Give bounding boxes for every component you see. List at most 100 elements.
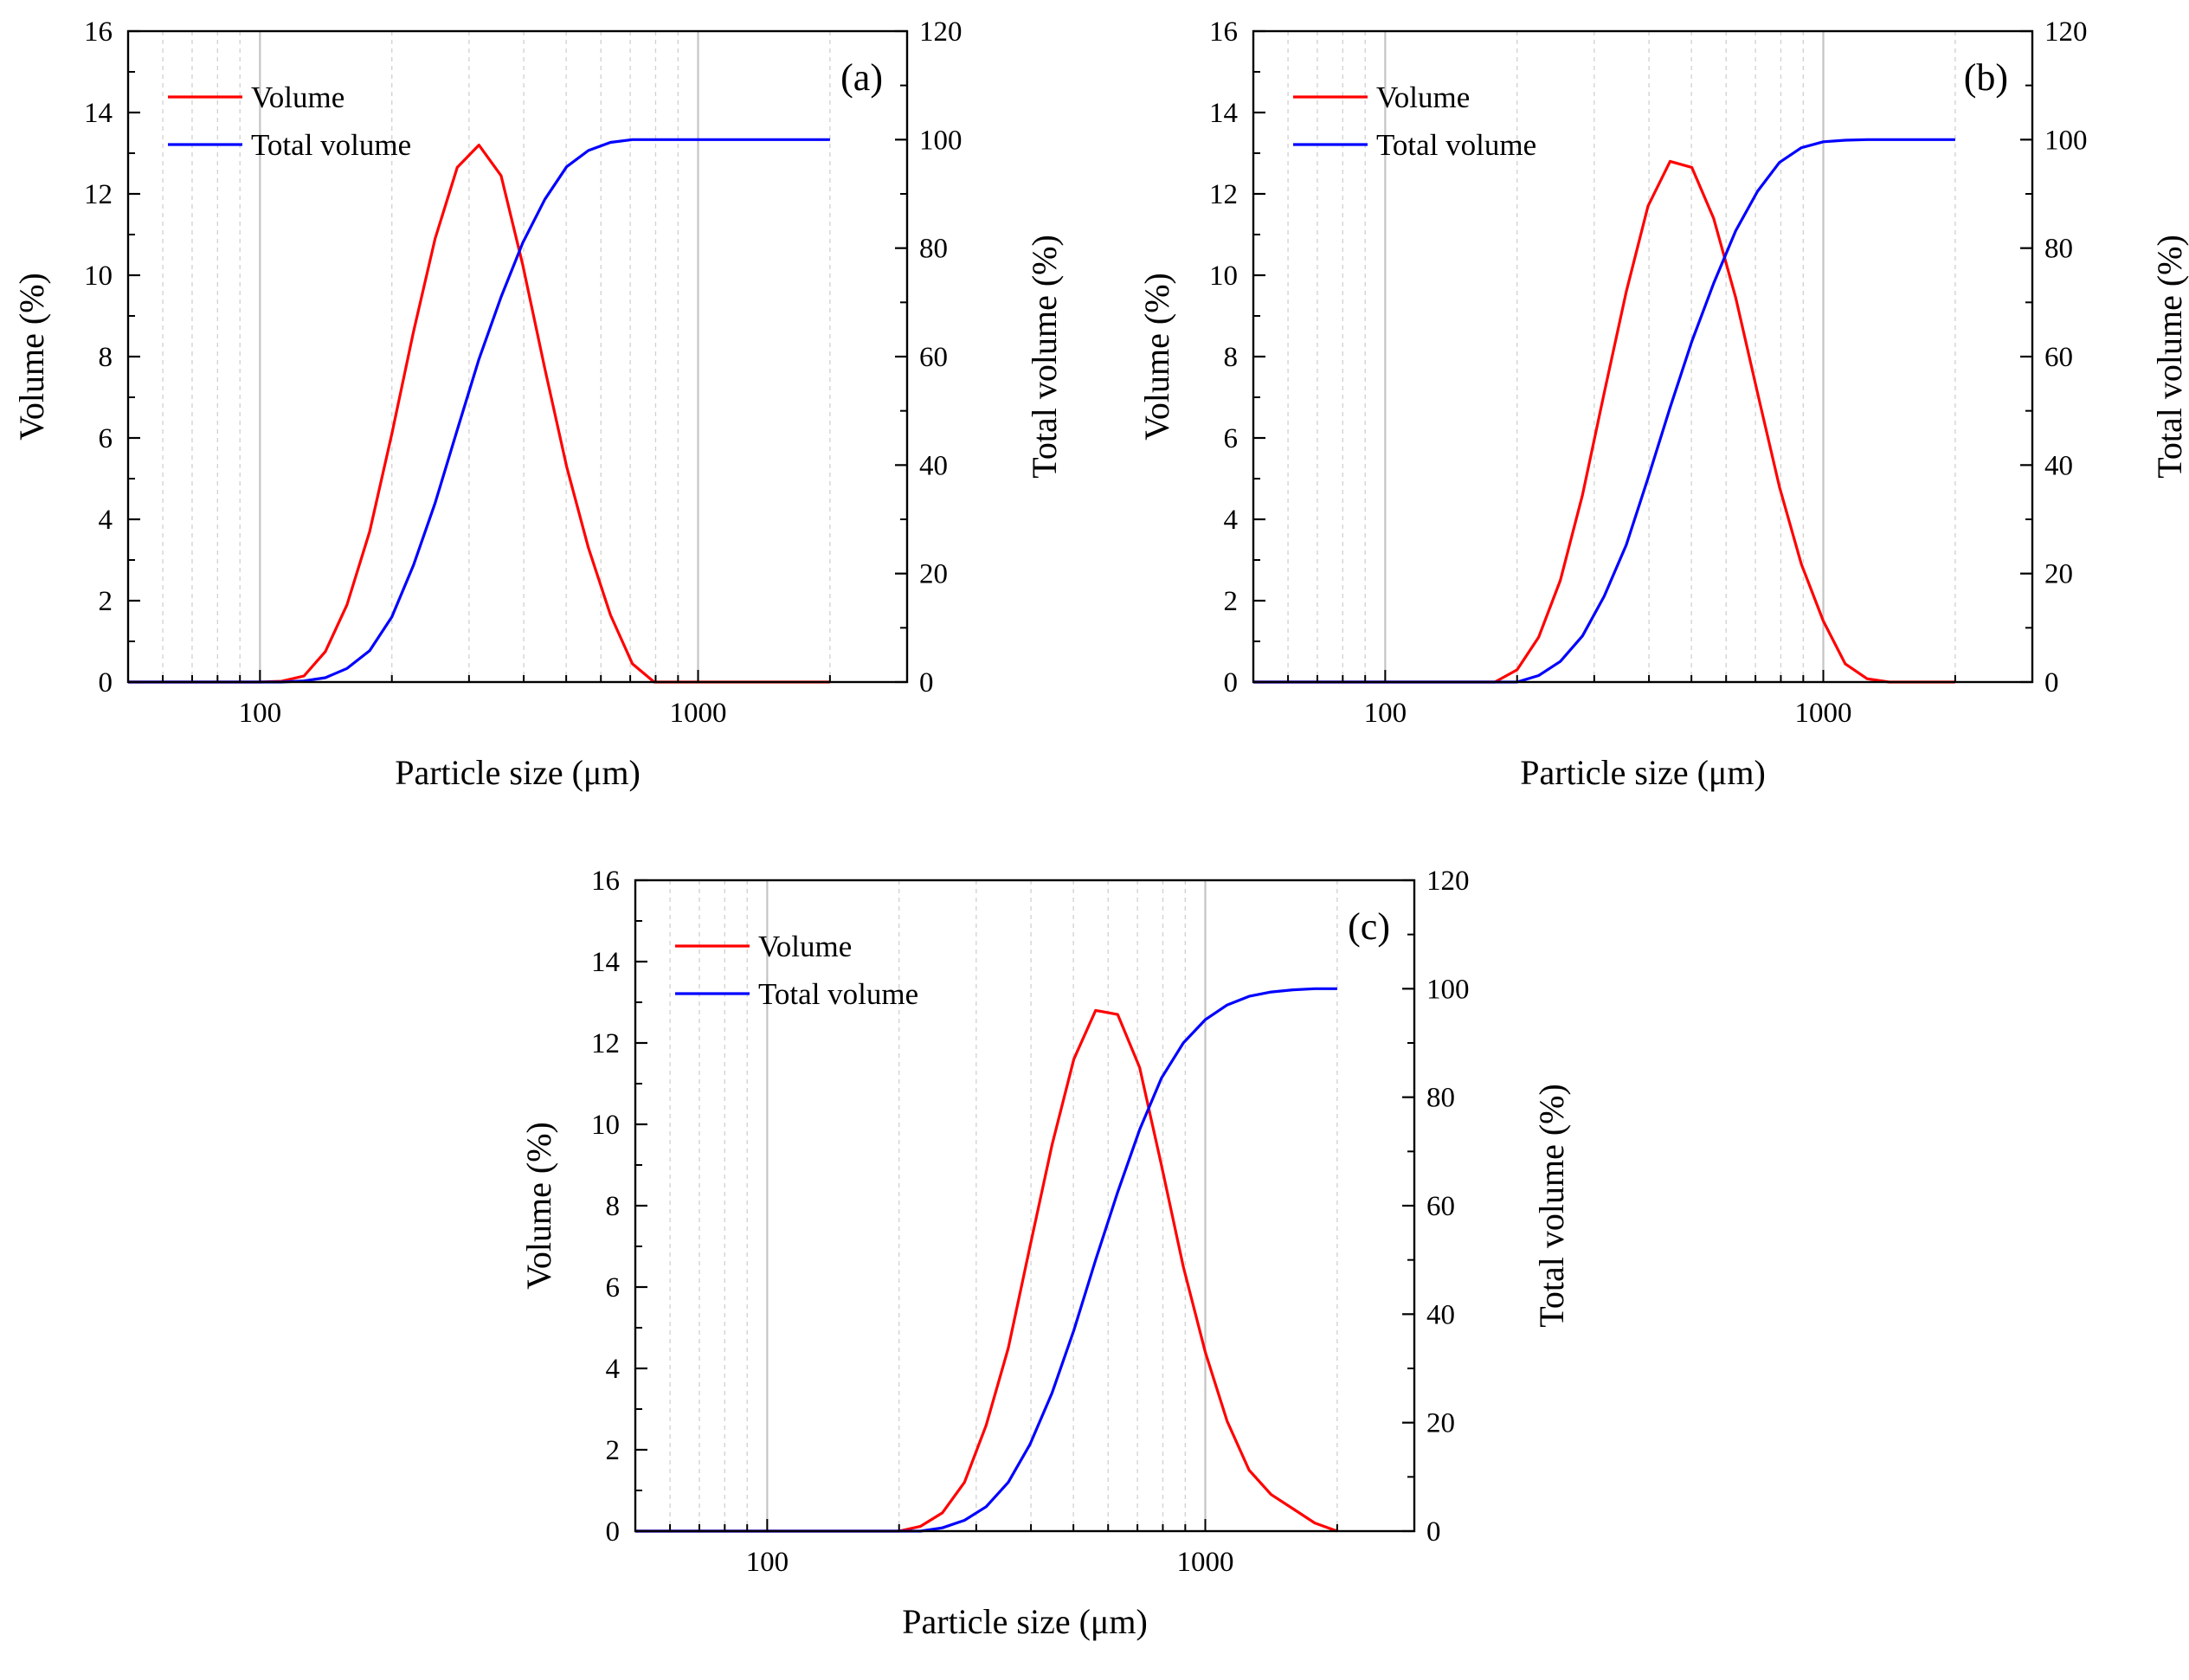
left-y-axis: 0 2 4 6 8 10 12 14 16	[591, 866, 647, 1548]
y-tick-label: 12	[1209, 179, 1238, 210]
legend: Volume Total volume	[675, 930, 918, 1011]
y-tick-label: 2	[606, 1435, 621, 1466]
y2-tick-label: 120	[2044, 16, 2088, 48]
panel-label: (a)	[840, 56, 883, 99]
y-tick-label: 4	[1224, 505, 1239, 536]
right-y-axis: 0 20 40 60 80 100 120	[895, 16, 963, 698]
series-line-total-volume	[635, 987, 1337, 1533]
legend-label: Total volume	[251, 128, 411, 162]
plot-frame	[634, 879, 1416, 1533]
legend: Volume Total volume	[1293, 80, 1536, 162]
y-tick-label: 0	[1224, 667, 1239, 698]
x-tick-label: 1000	[670, 698, 727, 729]
y-tick-label: 12	[84, 179, 113, 210]
y-tick-label: 2	[1224, 586, 1239, 617]
y-axis-title: Volume (%)	[1137, 273, 1176, 441]
y2-tick-label: 80	[919, 234, 948, 265]
x-axis-title: Particle size (μm)	[395, 753, 641, 792]
y-tick-label: 8	[606, 1191, 621, 1222]
series-line-volume	[1253, 159, 1955, 684]
panel-label: (c)	[1348, 905, 1390, 948]
y-tick-label: 0	[99, 667, 113, 698]
left-y-axis: 0 2 4 6 8 10 12 14 16	[1209, 16, 1265, 698]
y2-tick-label: 40	[919, 450, 948, 481]
y2-tick-label: 100	[1426, 974, 1470, 1005]
grid-lines	[634, 880, 1415, 1531]
y2-tick-label: 0	[1426, 1516, 1441, 1548]
x-axis-title: Particle size (μm)	[902, 1602, 1148, 1641]
x-tick-label: 100	[1364, 698, 1407, 729]
y-axis-title: Volume (%)	[519, 1122, 558, 1290]
y-tick-label: 16	[1209, 16, 1238, 48]
chart-panel-b: 0 2 4 6 8 10 12 14 16 0 20 40 60 80 100 120 100 1000 Parti…	[1125, 0, 2189, 831]
y2-tick-label: 60	[2044, 342, 2073, 373]
y-tick-label: 12	[591, 1028, 620, 1059]
plot-frame	[1252, 29, 2034, 684]
panel-label: (b)	[1964, 56, 2008, 99]
y2-tick-label: 120	[919, 16, 963, 48]
y2-tick-label: 20	[2044, 559, 2073, 590]
chart-c-svg: 0 2 4 6 8 10 12 14 16 0 20 40 60 80 100 120 100 1000 Parti…	[519, 866, 1571, 1641]
y-tick-label: 10	[84, 261, 113, 292]
y-tick-label: 16	[84, 16, 113, 48]
y-tick-label: 14	[591, 947, 620, 978]
x-axis-title: Particle size (μm)	[1520, 753, 1766, 792]
series-line-volume	[635, 1008, 1338, 1533]
y2-tick-label: 120	[1426, 866, 1470, 897]
y-tick-label: 10	[591, 1110, 620, 1141]
y2-axis-title: Total volume (%)	[1025, 235, 1064, 479]
legend-label: Volume	[758, 930, 852, 963]
y-tick-label: 4	[99, 505, 113, 536]
y2-axis-title: Total volume (%)	[2150, 235, 2189, 479]
left-y-axis: 0 2 4 6 8 10 12 14 16	[84, 16, 140, 698]
y-tick-label: 6	[606, 1272, 621, 1303]
y2-tick-label: 40	[1426, 1299, 1455, 1330]
legend: Volume Total volume	[168, 80, 411, 162]
y-tick-label: 8	[99, 342, 113, 373]
plot-frame	[126, 29, 909, 684]
y2-tick-label: 0	[919, 667, 934, 698]
y-tick-label: 8	[1224, 342, 1239, 373]
x-tick-label: 100	[239, 698, 282, 729]
x-tick-label: 100	[746, 1547, 789, 1578]
y2-tick-label: 100	[2044, 125, 2088, 156]
grid-lines	[127, 31, 908, 682]
y2-tick-label: 40	[2044, 450, 2073, 481]
right-y-axis: 0 20 40 60 80 100 120	[2020, 16, 2088, 698]
legend-label: Volume	[251, 80, 344, 114]
chart-a-svg: 0 2 4 6 8 10 12 14 16 0 20 40 60 80 100 120 100 1000 Parti…	[12, 16, 1064, 792]
y2-tick-label: 80	[1426, 1083, 1455, 1114]
y2-tick-label: 100	[919, 125, 963, 156]
y2-tick-label: 80	[2044, 234, 2073, 265]
y-tick-label: 14	[84, 98, 113, 129]
y2-tick-label: 20	[919, 559, 948, 590]
chart-panel-a: 0 2 4 6 8 10 12 14 16 0 20 40 60 80 100 120 100 1000 Parti…	[0, 0, 1094, 831]
x-axis: 100 1000	[634, 1519, 1415, 1578]
x-tick-label: 1000	[1795, 698, 1852, 729]
y-tick-label: 10	[1209, 261, 1238, 292]
chart-panel-c: 0 2 4 6 8 10 12 14 16 0 20 40 60 80 100 120 100 1000 Parti…	[507, 849, 1601, 1680]
y-tick-label: 4	[606, 1354, 621, 1385]
x-axis: 100 1000	[1252, 670, 2033, 729]
y-tick-label: 6	[99, 423, 113, 454]
y2-tick-label: 60	[919, 342, 948, 373]
x-tick-label: 1000	[1177, 1547, 1234, 1578]
y-tick-label: 2	[99, 586, 113, 617]
y-tick-label: 0	[606, 1516, 621, 1548]
y-tick-label: 16	[591, 866, 620, 897]
grid-lines	[1252, 31, 2033, 682]
y-tick-label: 14	[1209, 98, 1238, 129]
legend-label: Volume	[1376, 80, 1470, 114]
legend-label: Total volume	[1376, 128, 1536, 162]
y2-axis-title: Total volume (%)	[1532, 1084, 1571, 1328]
y2-tick-label: 20	[1426, 1408, 1455, 1439]
series-line-total-volume	[128, 138, 830, 684]
chart-b-svg: 0 2 4 6 8 10 12 14 16 0 20 40 60 80 100 120 100 1000 Parti…	[1137, 16, 2189, 792]
x-axis: 100 1000	[127, 670, 908, 729]
series-line-total-volume	[1253, 138, 1955, 684]
y2-tick-label: 0	[2044, 667, 2059, 698]
y-tick-label: 6	[1224, 423, 1239, 454]
y2-tick-label: 60	[1426, 1191, 1455, 1222]
right-y-axis: 0 20 40 60 80 100 120	[1402, 866, 1470, 1548]
y-axis-title: Volume (%)	[12, 273, 51, 441]
